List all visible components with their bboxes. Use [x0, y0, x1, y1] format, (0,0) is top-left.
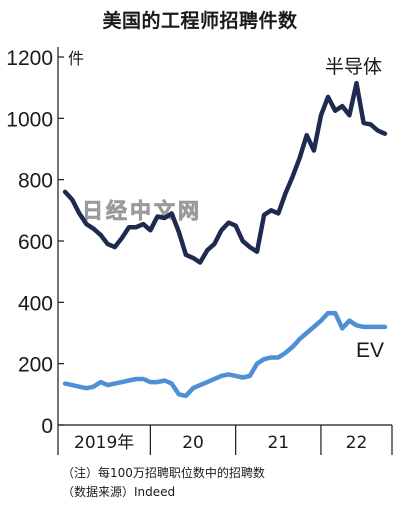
y-tick-label: 600 [18, 231, 53, 254]
y-tick-label: 200 [18, 354, 53, 377]
y-tick-label: 800 [18, 170, 53, 193]
y-axis-label: 件 [68, 49, 84, 68]
series-line-ev [62, 310, 388, 399]
y-tick-label: 400 [18, 292, 53, 315]
y-tick-label: 1200 [6, 47, 53, 70]
y-tick-label: 1000 [6, 108, 53, 131]
footnote-note: （注）每100万招聘职位数中的招聘数 [62, 466, 265, 480]
series-line-semiconductor [62, 80, 388, 265]
series-label-semiconductor: 半导体 [325, 56, 382, 78]
x-tick-label: 2019年 [74, 433, 134, 453]
x-tick-label: 22 [346, 433, 368, 453]
chart-title: 美国的工程师招聘件数 [102, 10, 298, 32]
x-tick-label: 20 [182, 433, 204, 453]
y-tick-label: 0 [41, 415, 53, 438]
watermark: 日经中文网 [82, 199, 202, 223]
x-tick-label: 21 [267, 433, 289, 453]
footnote: （注）每100万招聘职位数中的招聘数 （数据来源）Indeed [62, 464, 265, 502]
footnote-source: （数据来源）Indeed [62, 485, 176, 499]
series-label-ev: EV [356, 339, 384, 362]
